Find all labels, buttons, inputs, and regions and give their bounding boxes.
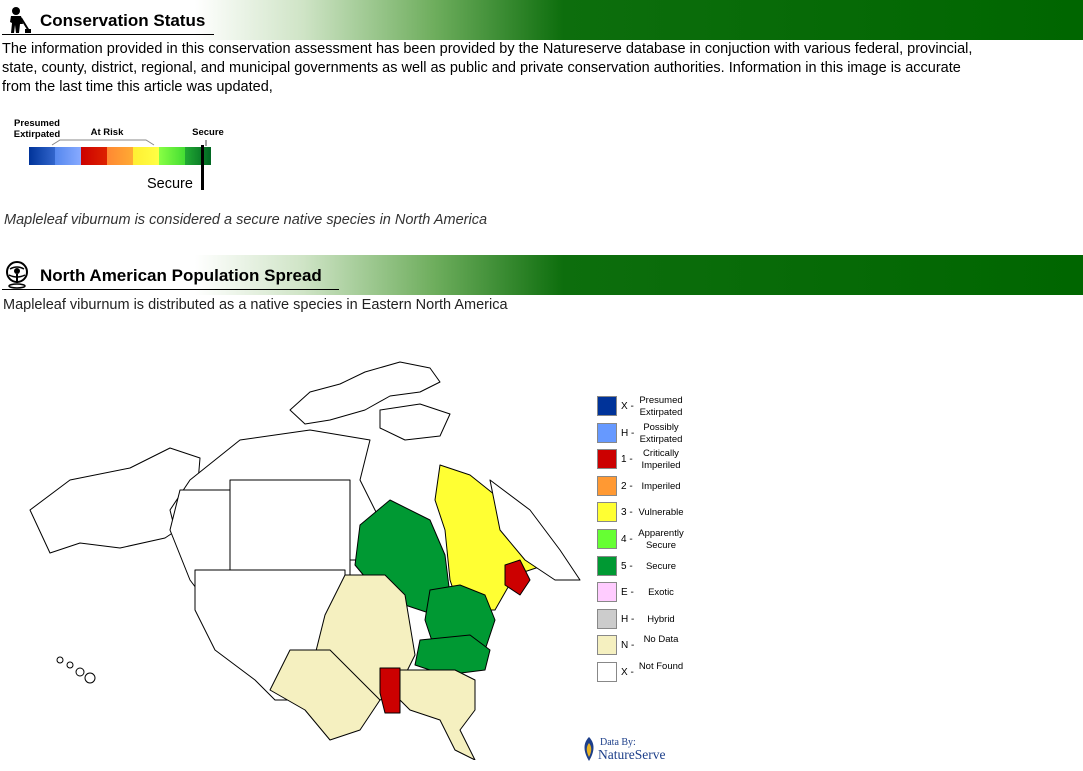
north-america-distribution-map [29, 361, 581, 760]
legend-swatch [597, 662, 617, 682]
legend-swatch [597, 396, 617, 416]
legend-item: H - Possibly Extirpated [597, 421, 697, 445]
credit-brand: NatureServe [598, 747, 666, 762]
scale-segment-3 [133, 147, 159, 165]
gardener-icon [10, 7, 31, 33]
legend-label: Critically Imperiled [641, 448, 681, 472]
legend-label: Exotic [648, 587, 674, 599]
legend-code: 2 - [621, 480, 633, 492]
region-new-brunswick [504, 559, 531, 596]
status-indicator-label: Secure [147, 176, 193, 192]
assessment-text-line-3: from the last time this article was upda… [2, 79, 273, 95]
legend-label: Hybrid [647, 613, 675, 625]
legend-item: H - Hybrid [597, 608, 697, 631]
legend-label: Presumed Extirpated [639, 395, 683, 418]
region-us-appalachian [414, 634, 491, 676]
natureserve-credit: Data By: NatureServe [579, 735, 689, 765]
assessment-text-line-1: The information provided in this conserv… [2, 41, 973, 57]
legend-code: H - [621, 427, 635, 439]
legend-code: 4 - [621, 534, 633, 545]
region-hawaii [56, 656, 96, 684]
legend-code: N - [621, 640, 635, 652]
title-underline [2, 34, 214, 35]
legend-label: Secure [645, 560, 677, 572]
scale-segment-4 [159, 147, 185, 165]
legend-label: Apparently Secure [638, 528, 684, 551]
legend-swatch [597, 529, 617, 549]
population-spread-title: North American Population Spread [40, 266, 322, 285]
location-pin-icon [6, 261, 28, 289]
region-mississippi [379, 667, 401, 714]
arctic-islands [289, 361, 451, 441]
legend-item: 4 - Apparently Secure [597, 528, 697, 551]
legend-item: 3 - Vulnerable [597, 502, 697, 524]
scale-segment-h [55, 147, 81, 165]
scale-segment-5 [185, 147, 211, 165]
legend-label: No Data [643, 634, 679, 646]
region-texas [269, 649, 381, 741]
legend-swatch [597, 502, 617, 523]
legend-item: X - Presumed Extirpated [597, 395, 697, 418]
legend-label: Possibly Extirpated [639, 421, 683, 445]
legend-code: 3 - [621, 507, 633, 519]
legend-label: Imperiled [641, 480, 681, 492]
legend-swatch [597, 582, 617, 603]
legend-code: X - [621, 401, 634, 412]
status-summary: Mapleleaf viburnum is considered a secur… [4, 212, 488, 228]
status-indicator-line [200, 145, 204, 190]
legend-label: Vulnerable [638, 507, 684, 519]
legend-item: X - Not Found [597, 661, 697, 684]
scale-label-at-risk: At Risk [90, 127, 124, 138]
legend-label: Not Found [638, 661, 684, 672]
legend-item: 2 - Imperiled [597, 475, 697, 498]
region-labrador-newfoundland [489, 479, 581, 581]
legend-code: 5 - [621, 560, 633, 572]
assessment-text-line-2: state, county, district, regional, and m… [2, 60, 961, 76]
conservation-status-header: Conservation Status [0, 0, 1083, 40]
legend-item: 5 - Secure [597, 555, 697, 578]
conservation-status-title: Conservation Status [40, 11, 206, 30]
legend-code: X - [621, 667, 634, 678]
legend-swatch [597, 422, 617, 443]
distribution-description: Mapleleaf viburnum is distributed as a n… [3, 297, 508, 313]
at-risk-bracket [51, 139, 207, 146]
legend-code: E - [621, 587, 634, 599]
legend-item: E - Exotic [597, 582, 697, 604]
scale-segment-x [29, 147, 55, 165]
scale-label-secure: Secure [192, 127, 224, 138]
status-color-bar [29, 147, 211, 165]
scale-segment-1 [81, 147, 107, 165]
legend-swatch [597, 555, 617, 576]
region-us-southeast [389, 669, 476, 760]
legend-swatch [597, 608, 617, 629]
legend-code: H - [621, 613, 635, 625]
legend-code: 1 - [621, 454, 633, 466]
scale-label-presumed: Presumed Extirpated [13, 118, 61, 140]
legend-item: N - No Data [597, 634, 697, 657]
population-spread-header: North American Population Spread [0, 255, 1083, 295]
natureserve-logo-icon [584, 737, 594, 761]
legend-swatch [597, 635, 617, 656]
title-underline [2, 289, 339, 290]
legend-item: 1 - Critically Imperiled [597, 448, 697, 472]
legend-swatch [597, 475, 617, 496]
legend-swatch [597, 449, 617, 470]
credit-prefix: Data By: [600, 737, 636, 748]
scale-segment-2 [107, 147, 133, 165]
